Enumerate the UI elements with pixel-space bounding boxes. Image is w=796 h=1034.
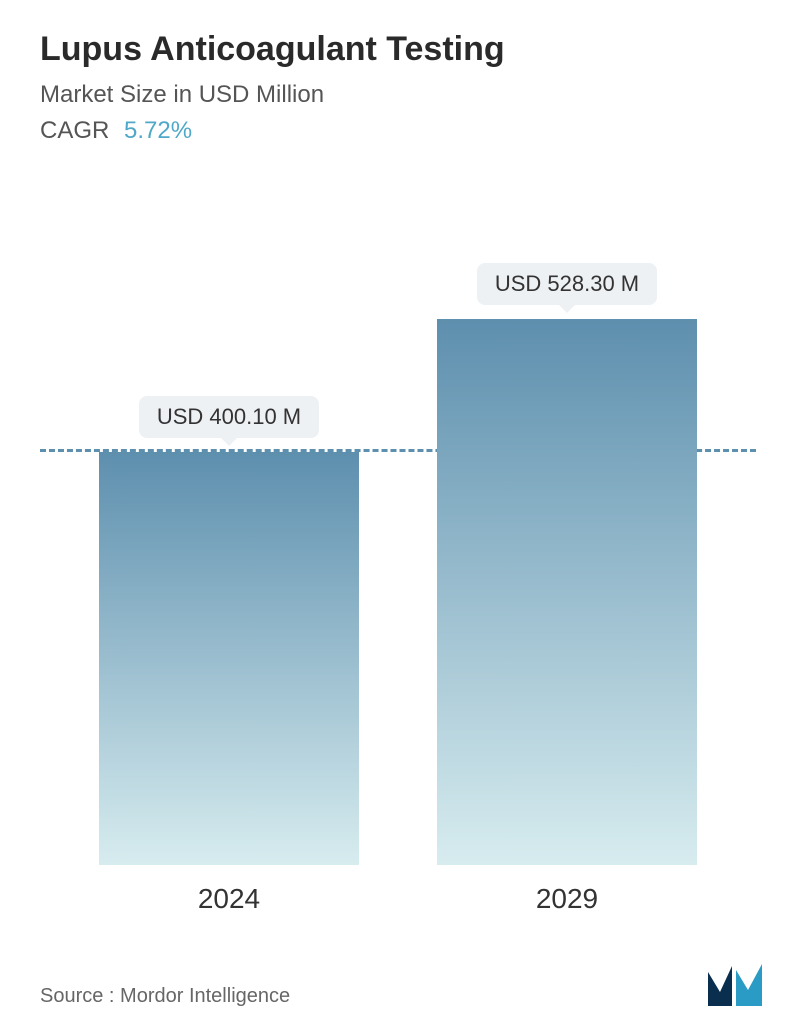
chart-area: USD 400.10 M USD 528.30 M [40,185,756,865]
bar-value-label: USD 528.30 M [477,263,657,305]
chart-subtitle: Market Size in USD Million [40,81,756,109]
x-axis-label: 2029 [437,883,697,915]
cagr-value: 5.72% [124,117,192,144]
chart-title: Lupus Anticoagulant Testing [40,30,756,69]
chart-footer: Source : Mordor Intelligence [40,964,766,1008]
x-axis-labels: 2024 2029 [40,871,756,915]
bar-group: USD 400.10 M [99,185,359,865]
cagr-label: CAGR [40,117,109,144]
brand-logo-icon [706,964,766,1008]
bars-container: USD 400.10 M USD 528.30 M [40,185,756,865]
source-text: Source : Mordor Intelligence [40,985,290,1008]
bar-value-label: USD 400.10 M [139,396,319,438]
cagr-row: CAGR 5.72% [40,117,756,145]
bar [99,452,359,865]
x-axis-label: 2024 [99,883,359,915]
bar-group: USD 528.30 M [437,185,697,865]
bar [437,319,697,865]
